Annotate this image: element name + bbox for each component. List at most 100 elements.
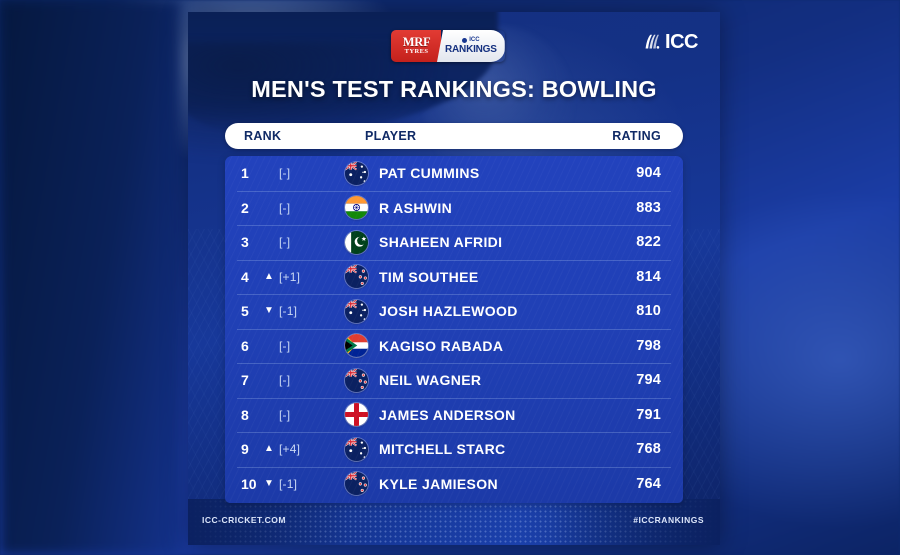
table-row[interactable]: 2 [-] R ASHWIN 883	[225, 190, 683, 226]
flag-new-zealand-icon	[345, 472, 368, 496]
player-rating: 768	[636, 441, 661, 458]
icc-logo: ICC	[643, 31, 698, 54]
table-row[interactable]: 1 [-] PAT CUMMINS 904	[225, 156, 683, 191]
flag-new-zealand-icon	[345, 265, 368, 289]
rank-up-arrow-icon: ▲	[264, 443, 274, 455]
footer-left-fade	[188, 499, 348, 545]
rank-number: 6	[241, 337, 249, 354]
player-rating: 794	[636, 372, 661, 389]
flag-england-icon	[345, 403, 368, 427]
rank-cell: 10 ▼ [-1]	[225, 476, 345, 492]
player-name: TIM SOUTHEE	[379, 268, 479, 285]
player-cell: JAMES ANDERSON	[345, 403, 591, 427]
page-title: MEN'S TEST RANKINGS: BOWLING	[251, 76, 657, 102]
icc-stumps-icon	[643, 33, 662, 53]
player-name: KYLE JAMIESON	[379, 475, 498, 492]
table-row[interactable]: 9 ▲ [+4] MITCHELL STARC 768	[225, 432, 683, 467]
table-row[interactable]: 3 [-] SHAHEEN AFRIDI 822	[225, 225, 683, 260]
rank-cell: 5 ▼ [-1]	[225, 303, 345, 319]
table-row[interactable]: 10 ▼ [-1] KYLE JAMIESON 764	[225, 466, 683, 502]
player-rating: 814	[636, 268, 661, 285]
rank-number: 1	[241, 165, 249, 182]
backdrop-left-vignette	[0, 0, 180, 555]
rankings-wordmark: RANKINGS	[445, 44, 497, 55]
rank-number: 5	[241, 303, 249, 320]
player-name: NEIL WAGNER	[379, 372, 482, 389]
rank-number: 3	[241, 234, 249, 251]
table-row[interactable]: 4 ▲ [+1] TIM SOUTHEE 814	[225, 259, 683, 295]
player-rating: 822	[636, 234, 661, 251]
rank-down-arrow-icon: ▼	[264, 305, 274, 317]
rank-movement: [-1]	[279, 304, 298, 319]
player-rating: 764	[636, 475, 661, 492]
player-name: R ASHWIN	[379, 199, 453, 216]
table-header-row: RANK PLAYER RATING	[225, 123, 683, 149]
rank-down-arrow-icon: ▼	[264, 477, 274, 489]
card-footer: ICC-CRICKET.COM #ICCRANKINGS	[188, 499, 720, 545]
rank-movement: [-]	[279, 407, 291, 422]
player-cell: TIM SOUTHEE	[345, 265, 591, 289]
rank-number: 9	[241, 441, 249, 458]
flag-pakistan-icon	[345, 230, 368, 254]
flag-south-africa-icon	[345, 334, 368, 358]
player-cell: KAGISO RABADA	[345, 334, 591, 358]
rank-movement: [-]	[279, 338, 291, 353]
player-name: JAMES ANDERSON	[379, 406, 516, 423]
player-cell: KYLE JAMIESON	[345, 472, 591, 496]
rank-movement: [-]	[279, 373, 291, 388]
rank-cell: 4 ▲ [+1]	[225, 269, 345, 285]
flag-india-icon	[345, 196, 368, 220]
rank-number: 8	[241, 406, 249, 423]
table-row[interactable]: 5 ▼ [-1] JOSH HAZLEWOOD 810	[225, 294, 683, 329]
rankings-table: RANK PLAYER RATING 1 [-] PAT CUMMINS 904 2[	[225, 123, 683, 503]
rank-up-arrow-icon: ▲	[264, 270, 274, 282]
rank-number: 4	[241, 268, 249, 285]
player-name: MITCHELL STARC	[379, 441, 506, 458]
rank-cell: 8 [-]	[225, 407, 345, 423]
rank-movement: [+1]	[279, 269, 301, 284]
rank-cell: 3 [-]	[225, 234, 345, 250]
flag-australia-icon	[345, 161, 368, 185]
table-row[interactable]: 6 [-] KAGISO RABADA 798	[225, 328, 683, 364]
rank-number: 10	[241, 475, 257, 492]
rank-movement: [-]	[279, 235, 291, 250]
player-cell: NEIL WAGNER	[345, 368, 591, 392]
table-body: 1 [-] PAT CUMMINS 904 2 [-]	[225, 156, 683, 503]
player-rating: 883	[636, 199, 661, 216]
player-name: PAT CUMMINS	[379, 165, 480, 182]
flag-new-zealand-icon	[345, 368, 368, 392]
rank-number: 2	[241, 199, 249, 216]
column-header-rank: RANK	[244, 129, 282, 143]
player-rating: 810	[636, 303, 661, 320]
footer-hashtag[interactable]: #ICCRANKINGS	[633, 515, 704, 525]
column-header-rating: RATING	[612, 129, 661, 143]
footer-website-link[interactable]: ICC-CRICKET.COM	[202, 515, 286, 525]
icc-rankings-top-line: ICC	[462, 37, 480, 44]
icc-small-wordmark: ICC	[469, 37, 480, 43]
table-row[interactable]: 7 [-] NEIL WAGNER 794	[225, 363, 683, 398]
footer-right-fade	[550, 499, 720, 545]
rank-cell: 1 [-]	[225, 165, 345, 181]
flag-australia-icon	[345, 299, 368, 323]
rank-movement: [+4]	[279, 442, 301, 457]
rank-movement: [-1]	[279, 476, 298, 491]
flag-australia-icon	[345, 437, 368, 461]
player-cell: PAT CUMMINS	[345, 161, 591, 185]
icc-rankings-logo: ICC RANKINGS	[437, 30, 505, 62]
player-cell: JOSH HAZLEWOOD	[345, 299, 591, 323]
rank-movement: [-]	[279, 200, 291, 215]
player-cell: R ASHWIN	[345, 196, 591, 220]
rankings-card: MRF TYRES ICC RANKINGS ICC	[188, 12, 720, 545]
rank-movement: [-]	[279, 166, 291, 181]
rank-cell: 2 [-]	[225, 200, 345, 216]
rank-cell: 7 [-]	[225, 372, 345, 388]
column-header-player: PLAYER	[365, 129, 417, 143]
mrf-tyres-logo: MRF TYRES	[391, 30, 441, 62]
rank-cell: 6 [-]	[225, 338, 345, 354]
player-name: KAGISO RABADA	[379, 337, 504, 354]
rank-number: 7	[241, 372, 249, 389]
icc-roundel-icon	[462, 38, 468, 43]
brand-bar: MRF TYRES ICC RANKINGS ICC	[188, 12, 720, 66]
mrf-icc-rankings-logo: MRF TYRES ICC RANKINGS	[391, 30, 505, 62]
table-row[interactable]: 8 [-] JAMES ANDERSON 791	[225, 397, 683, 433]
